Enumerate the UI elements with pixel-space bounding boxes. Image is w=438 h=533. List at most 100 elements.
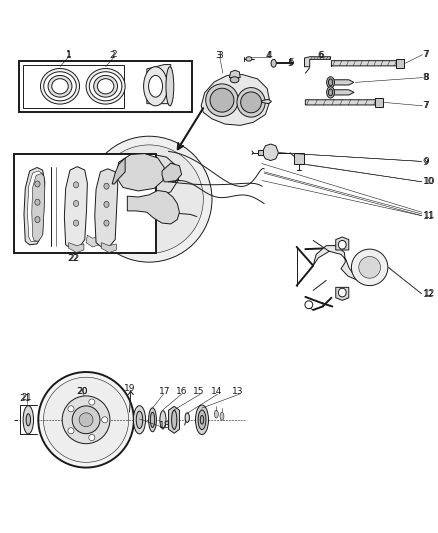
Ellipse shape bbox=[240, 92, 261, 113]
Polygon shape bbox=[86, 235, 99, 247]
Text: 19: 19 bbox=[124, 384, 135, 393]
Circle shape bbox=[86, 136, 212, 262]
Text: 7: 7 bbox=[423, 101, 428, 110]
Ellipse shape bbox=[209, 88, 233, 112]
Text: 4: 4 bbox=[265, 51, 271, 60]
Ellipse shape bbox=[171, 410, 177, 430]
Text: 7: 7 bbox=[422, 50, 427, 59]
Text: 20: 20 bbox=[78, 387, 88, 396]
Polygon shape bbox=[168, 406, 179, 433]
Polygon shape bbox=[28, 171, 44, 241]
Polygon shape bbox=[395, 59, 403, 68]
Text: 6: 6 bbox=[318, 51, 324, 60]
Text: 11: 11 bbox=[422, 212, 433, 221]
Ellipse shape bbox=[230, 77, 238, 83]
Ellipse shape bbox=[136, 411, 142, 429]
Ellipse shape bbox=[214, 410, 218, 418]
Ellipse shape bbox=[104, 183, 109, 189]
Polygon shape bbox=[112, 154, 178, 201]
Ellipse shape bbox=[86, 68, 125, 104]
Ellipse shape bbox=[26, 414, 30, 426]
Ellipse shape bbox=[23, 406, 33, 434]
Polygon shape bbox=[68, 243, 84, 253]
Polygon shape bbox=[312, 246, 385, 281]
Circle shape bbox=[88, 434, 95, 441]
Polygon shape bbox=[304, 56, 330, 67]
Polygon shape bbox=[229, 70, 240, 78]
Circle shape bbox=[358, 256, 380, 278]
Polygon shape bbox=[162, 163, 181, 182]
Polygon shape bbox=[374, 98, 382, 107]
Ellipse shape bbox=[52, 79, 68, 94]
Ellipse shape bbox=[304, 301, 312, 309]
Polygon shape bbox=[116, 154, 164, 191]
Text: 18: 18 bbox=[158, 421, 170, 430]
Circle shape bbox=[79, 413, 93, 427]
Ellipse shape bbox=[148, 408, 156, 432]
Polygon shape bbox=[261, 144, 278, 160]
Polygon shape bbox=[147, 64, 170, 103]
Text: 9: 9 bbox=[423, 157, 428, 166]
Ellipse shape bbox=[89, 72, 122, 101]
Ellipse shape bbox=[245, 56, 251, 61]
Ellipse shape bbox=[97, 79, 113, 94]
Circle shape bbox=[62, 396, 110, 443]
Text: 2: 2 bbox=[109, 51, 115, 60]
Polygon shape bbox=[32, 174, 45, 241]
Circle shape bbox=[68, 427, 74, 434]
Text: 21: 21 bbox=[20, 394, 31, 403]
Ellipse shape bbox=[44, 72, 76, 101]
Ellipse shape bbox=[73, 220, 78, 226]
Polygon shape bbox=[331, 80, 353, 85]
Polygon shape bbox=[335, 287, 348, 301]
Polygon shape bbox=[95, 169, 117, 247]
Ellipse shape bbox=[237, 87, 265, 117]
Circle shape bbox=[350, 249, 387, 286]
Ellipse shape bbox=[48, 76, 72, 97]
Ellipse shape bbox=[328, 89, 332, 96]
Text: 6: 6 bbox=[317, 51, 323, 60]
Text: 20: 20 bbox=[76, 387, 87, 396]
Ellipse shape bbox=[73, 182, 78, 188]
Ellipse shape bbox=[338, 288, 346, 297]
Text: 15: 15 bbox=[193, 387, 204, 396]
Ellipse shape bbox=[195, 405, 208, 434]
Text: 12: 12 bbox=[423, 289, 434, 298]
Ellipse shape bbox=[219, 413, 223, 420]
Bar bbox=[23, 65, 124, 108]
Text: 22: 22 bbox=[69, 254, 80, 263]
Ellipse shape bbox=[326, 87, 334, 98]
Polygon shape bbox=[101, 243, 116, 253]
Ellipse shape bbox=[338, 240, 346, 249]
Ellipse shape bbox=[200, 415, 203, 424]
Text: 12: 12 bbox=[422, 290, 433, 299]
Ellipse shape bbox=[166, 67, 173, 106]
Bar bbox=[293, 153, 303, 164]
Ellipse shape bbox=[104, 220, 109, 226]
Ellipse shape bbox=[159, 410, 166, 429]
Circle shape bbox=[43, 377, 128, 462]
Polygon shape bbox=[127, 190, 179, 224]
Ellipse shape bbox=[40, 68, 79, 104]
Polygon shape bbox=[335, 237, 348, 250]
Ellipse shape bbox=[326, 77, 334, 88]
Text: 1: 1 bbox=[66, 50, 71, 59]
Text: 1: 1 bbox=[66, 51, 71, 60]
Circle shape bbox=[38, 372, 134, 467]
Bar bbox=[19, 61, 192, 112]
Text: 3: 3 bbox=[215, 51, 221, 60]
Text: 7: 7 bbox=[422, 101, 427, 110]
Ellipse shape bbox=[35, 216, 40, 223]
Ellipse shape bbox=[104, 201, 109, 207]
Text: 8: 8 bbox=[423, 73, 428, 82]
Ellipse shape bbox=[73, 200, 78, 207]
Polygon shape bbox=[64, 167, 87, 248]
Text: 10: 10 bbox=[423, 177, 434, 187]
Circle shape bbox=[102, 417, 108, 423]
Ellipse shape bbox=[270, 59, 276, 67]
Polygon shape bbox=[331, 61, 400, 67]
Text: 10: 10 bbox=[422, 177, 433, 187]
Text: 2: 2 bbox=[111, 50, 117, 59]
Bar bbox=[14, 154, 155, 253]
Text: 3: 3 bbox=[216, 51, 222, 60]
